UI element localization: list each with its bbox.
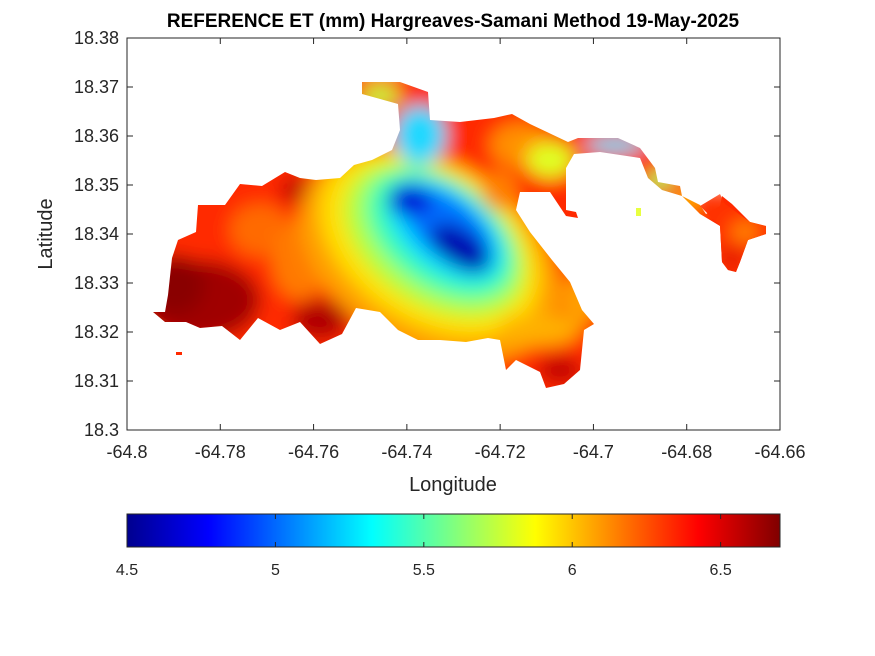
y-tick-label: 18.38 [74, 28, 119, 48]
x-tick-label: -64.76 [288, 442, 339, 462]
chart-title: REFERENCE ET (mm) Hargreaves-Samani Meth… [167, 11, 740, 32]
x-axis-label: Longitude [409, 474, 497, 496]
y-tick-label: 18.3 [84, 420, 119, 440]
y-tick-label: 18.35 [74, 175, 119, 195]
colorbar-tick-label: 6 [568, 562, 577, 579]
y-tick-label: 18.36 [74, 126, 119, 146]
colorbar-tick-label: 5 [271, 562, 280, 579]
y-tick-label: 18.31 [74, 371, 119, 391]
y-tick-label: 18.34 [74, 224, 119, 244]
x-tick-label: -64.78 [195, 442, 246, 462]
x-tick-label: -64.7 [573, 442, 614, 462]
x-tick-label: -64.68 [661, 442, 712, 462]
x-axis: -64.8 -64.78 -64.76 -64.74 -64.72 -64.7 -64.68… [106, 38, 806, 462]
x-tick-label: -64.8 [106, 442, 147, 462]
colorbar [126, 513, 781, 548]
colorbar-tick-label: 4.5 [116, 562, 138, 579]
x-tick-label: -64.74 [381, 442, 432, 462]
colorbar-ticks: 4.5 5 5.5 6 6.5 [116, 514, 732, 579]
colorbar-tick-label: 5.5 [413, 562, 435, 579]
y-tick-label: 18.37 [74, 77, 119, 97]
x-tick-label: -64.72 [475, 442, 526, 462]
y-tick-label: 18.32 [74, 322, 119, 342]
colorbar-tick-label: 6.5 [710, 562, 732, 579]
stray-pixel [176, 352, 182, 355]
x-tick-label: -64.66 [754, 442, 805, 462]
y-tick-label: 18.33 [74, 273, 119, 293]
stray-pixel [636, 208, 641, 216]
y-axis-label: Latitude [35, 198, 57, 269]
y-axis: 18.3 18.31 18.32 18.33 18.34 18.35 18.36 18.37 1… [74, 28, 780, 440]
